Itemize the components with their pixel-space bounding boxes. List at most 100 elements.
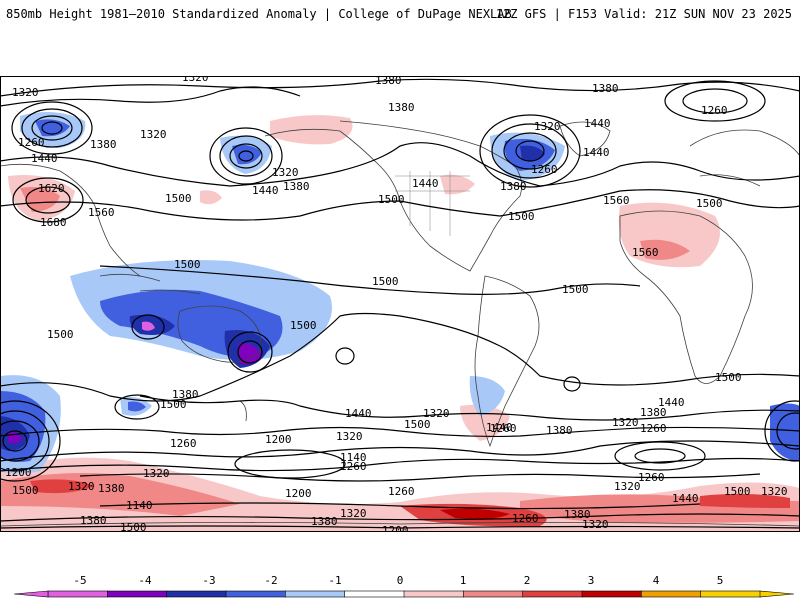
contour-label: 1380 bbox=[564, 508, 591, 521]
contour-1260-southern-edge bbox=[99, 502, 701, 510]
colorbar: -5 -4 -3 -2 -1 0 1 2 3 4 5 bbox=[13, 574, 795, 598]
europe-coast bbox=[689, 129, 800, 187]
contour-label: 1320 bbox=[182, 76, 209, 84]
contour-label: 1320 bbox=[340, 507, 367, 520]
contour-label: 1320 bbox=[140, 128, 167, 141]
antarctica-coast bbox=[0, 522, 800, 527]
colorbar-tick-label: 4 bbox=[653, 574, 660, 587]
contour-label: 1620 bbox=[38, 182, 65, 195]
header-bar: 850mb Height 1981–2010 Standardized Anom… bbox=[0, 0, 800, 30]
aleutian-ring-3 bbox=[229, 143, 263, 169]
contour-label: 1140 bbox=[126, 499, 153, 512]
coastlines bbox=[0, 120, 800, 527]
run-info: 12Z GFS | F153 Valid: 21Z SUN NOV 23 202… bbox=[495, 7, 792, 21]
colorbar-arrow-right bbox=[759, 590, 795, 598]
contour-label: 1380 bbox=[80, 514, 107, 527]
africa-positive-mid bbox=[640, 239, 690, 260]
southern-positive-core bbox=[440, 508, 510, 520]
contour-label: 1320 bbox=[534, 120, 561, 133]
contour-label: 1440 bbox=[252, 184, 279, 197]
contour-1260-south bbox=[0, 457, 800, 472]
contour-label: 1380 bbox=[388, 101, 415, 114]
colorbar-tick-label: -4 bbox=[138, 574, 152, 587]
contour-label: 1260 bbox=[18, 136, 45, 149]
us-state-lines bbox=[395, 171, 470, 236]
contour-label: 1380 bbox=[546, 424, 573, 437]
contour-label: 1200 bbox=[382, 524, 409, 532]
colorbar-swatch bbox=[403, 590, 465, 598]
contour-label: 1440 bbox=[584, 117, 611, 130]
contour-1320-north bbox=[0, 86, 301, 107]
north-america-coast bbox=[264, 120, 523, 272]
sw-low-ring-4 bbox=[2, 430, 28, 452]
contour-label: 1260 bbox=[512, 512, 539, 525]
low-ring-1 bbox=[11, 101, 93, 155]
australia-negative-core bbox=[238, 343, 262, 365]
colorbar-swatch bbox=[581, 590, 643, 598]
contour-label: 1500 bbox=[378, 193, 405, 206]
sw-low-ring-3 bbox=[0, 420, 40, 462]
contour-label: 1440 bbox=[672, 492, 699, 505]
aus-low-ring-1 bbox=[227, 331, 273, 373]
contour-label: 1560 bbox=[603, 194, 630, 207]
contour-label: 1260 bbox=[701, 104, 728, 117]
aus-low-ring-3 bbox=[131, 314, 165, 340]
contour-label: 1440 bbox=[486, 421, 513, 434]
sw-low-ring-1 bbox=[0, 400, 61, 482]
contour-label: 1260 bbox=[170, 437, 197, 450]
colorbar-tick-label: 1 bbox=[460, 574, 467, 587]
contour-label: 1500 bbox=[47, 328, 74, 341]
southern-positive-patch bbox=[30, 479, 95, 494]
contour-label: 1260 bbox=[340, 460, 367, 473]
low-ring-4 bbox=[41, 121, 63, 135]
contour-1200-south bbox=[79, 473, 761, 482]
contour-label: 1320 bbox=[336, 430, 363, 443]
aleutian-ring-4 bbox=[238, 150, 254, 162]
contour-1380-southern-edge bbox=[0, 525, 800, 529]
contour-label: 1500 bbox=[404, 418, 431, 431]
contour-label: 1500 bbox=[12, 484, 39, 497]
contour-label: 1500 bbox=[160, 398, 187, 411]
colorbar-swatches bbox=[13, 590, 795, 598]
colorbar-arrow-left bbox=[13, 590, 49, 598]
contour-label: 1260 bbox=[640, 422, 667, 435]
contour-label: 1380 bbox=[311, 515, 338, 528]
east-edge-low bbox=[770, 403, 800, 461]
contour-1380-south bbox=[0, 426, 800, 438]
contour-label: 1440 bbox=[583, 146, 610, 159]
contour-labels: 1320 1380 1380 1380 1260 1320 1260 1380 … bbox=[5, 76, 788, 532]
colorbar-swatch bbox=[107, 590, 168, 598]
greenland-coast bbox=[559, 121, 611, 157]
east-low-ring-1 bbox=[764, 400, 800, 462]
hudson-ring-1 bbox=[479, 114, 581, 188]
contour-label: 1500 bbox=[165, 192, 192, 205]
contour-label: 1380 bbox=[592, 82, 619, 95]
east-low-ring-2 bbox=[776, 412, 800, 450]
asia-coast bbox=[0, 163, 141, 277]
contour-label: 1320 bbox=[68, 480, 95, 493]
contour-label: 1500 bbox=[174, 258, 201, 271]
colorbar-swatch bbox=[640, 590, 702, 598]
contour-label: 1500 bbox=[372, 275, 399, 288]
hudson-ring-4 bbox=[515, 140, 545, 162]
contour-label: 1260 bbox=[388, 485, 415, 498]
colorbar-tick-label: -2 bbox=[264, 574, 277, 587]
contour-label: 1440 bbox=[31, 152, 58, 165]
southern-positive-east-strong bbox=[700, 493, 790, 508]
south-low-ring-1 bbox=[234, 449, 346, 479]
colorbar-tick-label: 5 bbox=[717, 574, 724, 587]
low-ring-2 bbox=[21, 108, 83, 148]
contour-label: 1500 bbox=[290, 319, 317, 332]
south-low-ring-2 bbox=[614, 441, 706, 471]
contour-label: 1380 bbox=[283, 180, 310, 193]
contour-1500-tropical bbox=[99, 265, 641, 295]
contour-label: 1500 bbox=[120, 521, 147, 532]
contour-label: 1320 bbox=[143, 467, 170, 480]
contour-label: 1200 bbox=[265, 433, 292, 446]
colorbar-swatch bbox=[284, 590, 346, 598]
hudson-low-core bbox=[520, 145, 545, 162]
height-contours bbox=[0, 78, 800, 529]
asia-high-ring-2 bbox=[25, 186, 71, 214]
contour-label: 1440 bbox=[412, 177, 439, 190]
asia-high-ring-1 bbox=[12, 177, 84, 223]
